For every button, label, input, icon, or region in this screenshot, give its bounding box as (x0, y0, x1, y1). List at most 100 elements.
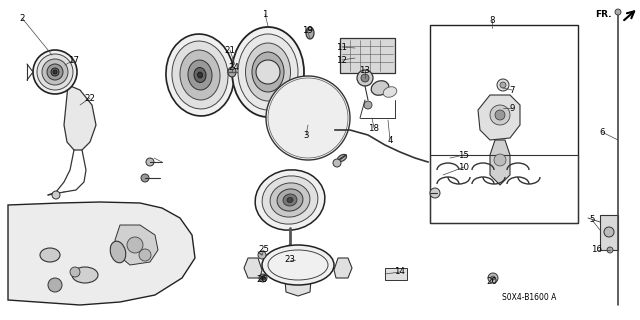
Text: 20: 20 (486, 277, 497, 286)
Text: 6: 6 (599, 127, 605, 137)
Circle shape (33, 50, 77, 94)
Polygon shape (285, 280, 311, 296)
Text: 1: 1 (262, 10, 268, 19)
Bar (385, 268, 407, 280)
Circle shape (430, 188, 440, 198)
Circle shape (604, 227, 614, 237)
Text: 15: 15 (458, 150, 470, 159)
Bar (430, 25, 578, 223)
Ellipse shape (166, 34, 234, 116)
Ellipse shape (232, 27, 304, 117)
Circle shape (258, 251, 266, 259)
Circle shape (51, 68, 59, 76)
Text: 21: 21 (225, 45, 236, 54)
Ellipse shape (283, 194, 297, 206)
Circle shape (52, 191, 60, 199)
Polygon shape (334, 258, 352, 278)
Ellipse shape (246, 43, 291, 101)
Polygon shape (490, 140, 510, 185)
Circle shape (146, 158, 154, 166)
Ellipse shape (270, 183, 310, 217)
Circle shape (139, 249, 151, 261)
Text: 17: 17 (68, 55, 79, 65)
Ellipse shape (287, 197, 293, 203)
Polygon shape (115, 225, 158, 265)
Circle shape (42, 59, 68, 85)
Polygon shape (244, 258, 262, 278)
Text: 11: 11 (337, 43, 348, 52)
Circle shape (615, 9, 621, 15)
Text: 5: 5 (589, 215, 595, 225)
Ellipse shape (228, 67, 236, 77)
Text: 3: 3 (303, 131, 308, 140)
Polygon shape (600, 215, 618, 250)
Text: 24: 24 (228, 62, 239, 71)
Text: 12: 12 (337, 55, 348, 65)
Text: 26: 26 (257, 276, 268, 284)
Ellipse shape (306, 27, 314, 39)
Text: 9: 9 (509, 103, 515, 113)
Polygon shape (478, 95, 520, 140)
Ellipse shape (72, 267, 98, 283)
Circle shape (266, 76, 350, 160)
Polygon shape (340, 38, 395, 73)
Ellipse shape (194, 68, 206, 83)
Circle shape (364, 101, 372, 109)
Text: 14: 14 (394, 268, 406, 276)
Text: 10: 10 (458, 163, 470, 172)
Circle shape (500, 82, 506, 88)
Text: 25: 25 (259, 245, 269, 254)
Circle shape (141, 174, 149, 182)
Ellipse shape (337, 154, 347, 162)
Circle shape (268, 78, 348, 158)
Text: 13: 13 (360, 66, 371, 75)
Ellipse shape (383, 87, 397, 97)
Circle shape (70, 267, 80, 277)
Ellipse shape (180, 50, 220, 100)
Text: 22: 22 (84, 93, 95, 102)
Circle shape (261, 276, 265, 280)
Ellipse shape (371, 81, 388, 95)
Text: 19: 19 (301, 26, 312, 35)
Ellipse shape (266, 69, 270, 75)
Ellipse shape (238, 34, 298, 110)
Ellipse shape (259, 61, 277, 83)
Circle shape (357, 70, 373, 86)
Circle shape (256, 60, 280, 84)
Text: 18: 18 (369, 124, 380, 132)
Ellipse shape (110, 241, 126, 263)
Text: 16: 16 (591, 245, 602, 254)
Bar (430, 155, 578, 223)
Ellipse shape (40, 248, 60, 262)
Ellipse shape (188, 60, 212, 90)
Polygon shape (64, 85, 96, 150)
Circle shape (494, 154, 506, 166)
Circle shape (333, 159, 341, 167)
Text: 2: 2 (19, 13, 25, 22)
Ellipse shape (255, 170, 325, 230)
Circle shape (53, 70, 57, 74)
Circle shape (491, 276, 495, 280)
Circle shape (285, 245, 295, 255)
Circle shape (47, 64, 63, 80)
Circle shape (497, 79, 509, 91)
Ellipse shape (252, 52, 284, 92)
Circle shape (607, 247, 613, 253)
Ellipse shape (262, 176, 318, 224)
Text: 7: 7 (509, 85, 515, 94)
Ellipse shape (172, 41, 228, 109)
Text: S0X4-B1600 A: S0X4-B1600 A (502, 293, 556, 302)
Text: 4: 4 (387, 135, 393, 145)
Ellipse shape (277, 189, 303, 211)
Circle shape (488, 273, 498, 283)
Circle shape (259, 274, 267, 282)
Ellipse shape (198, 72, 202, 78)
Circle shape (361, 74, 369, 82)
Circle shape (495, 110, 505, 120)
Ellipse shape (264, 67, 272, 77)
Circle shape (37, 54, 73, 90)
Text: FR.: FR. (595, 10, 612, 19)
Polygon shape (8, 202, 195, 305)
Ellipse shape (262, 245, 334, 285)
Circle shape (127, 237, 143, 253)
